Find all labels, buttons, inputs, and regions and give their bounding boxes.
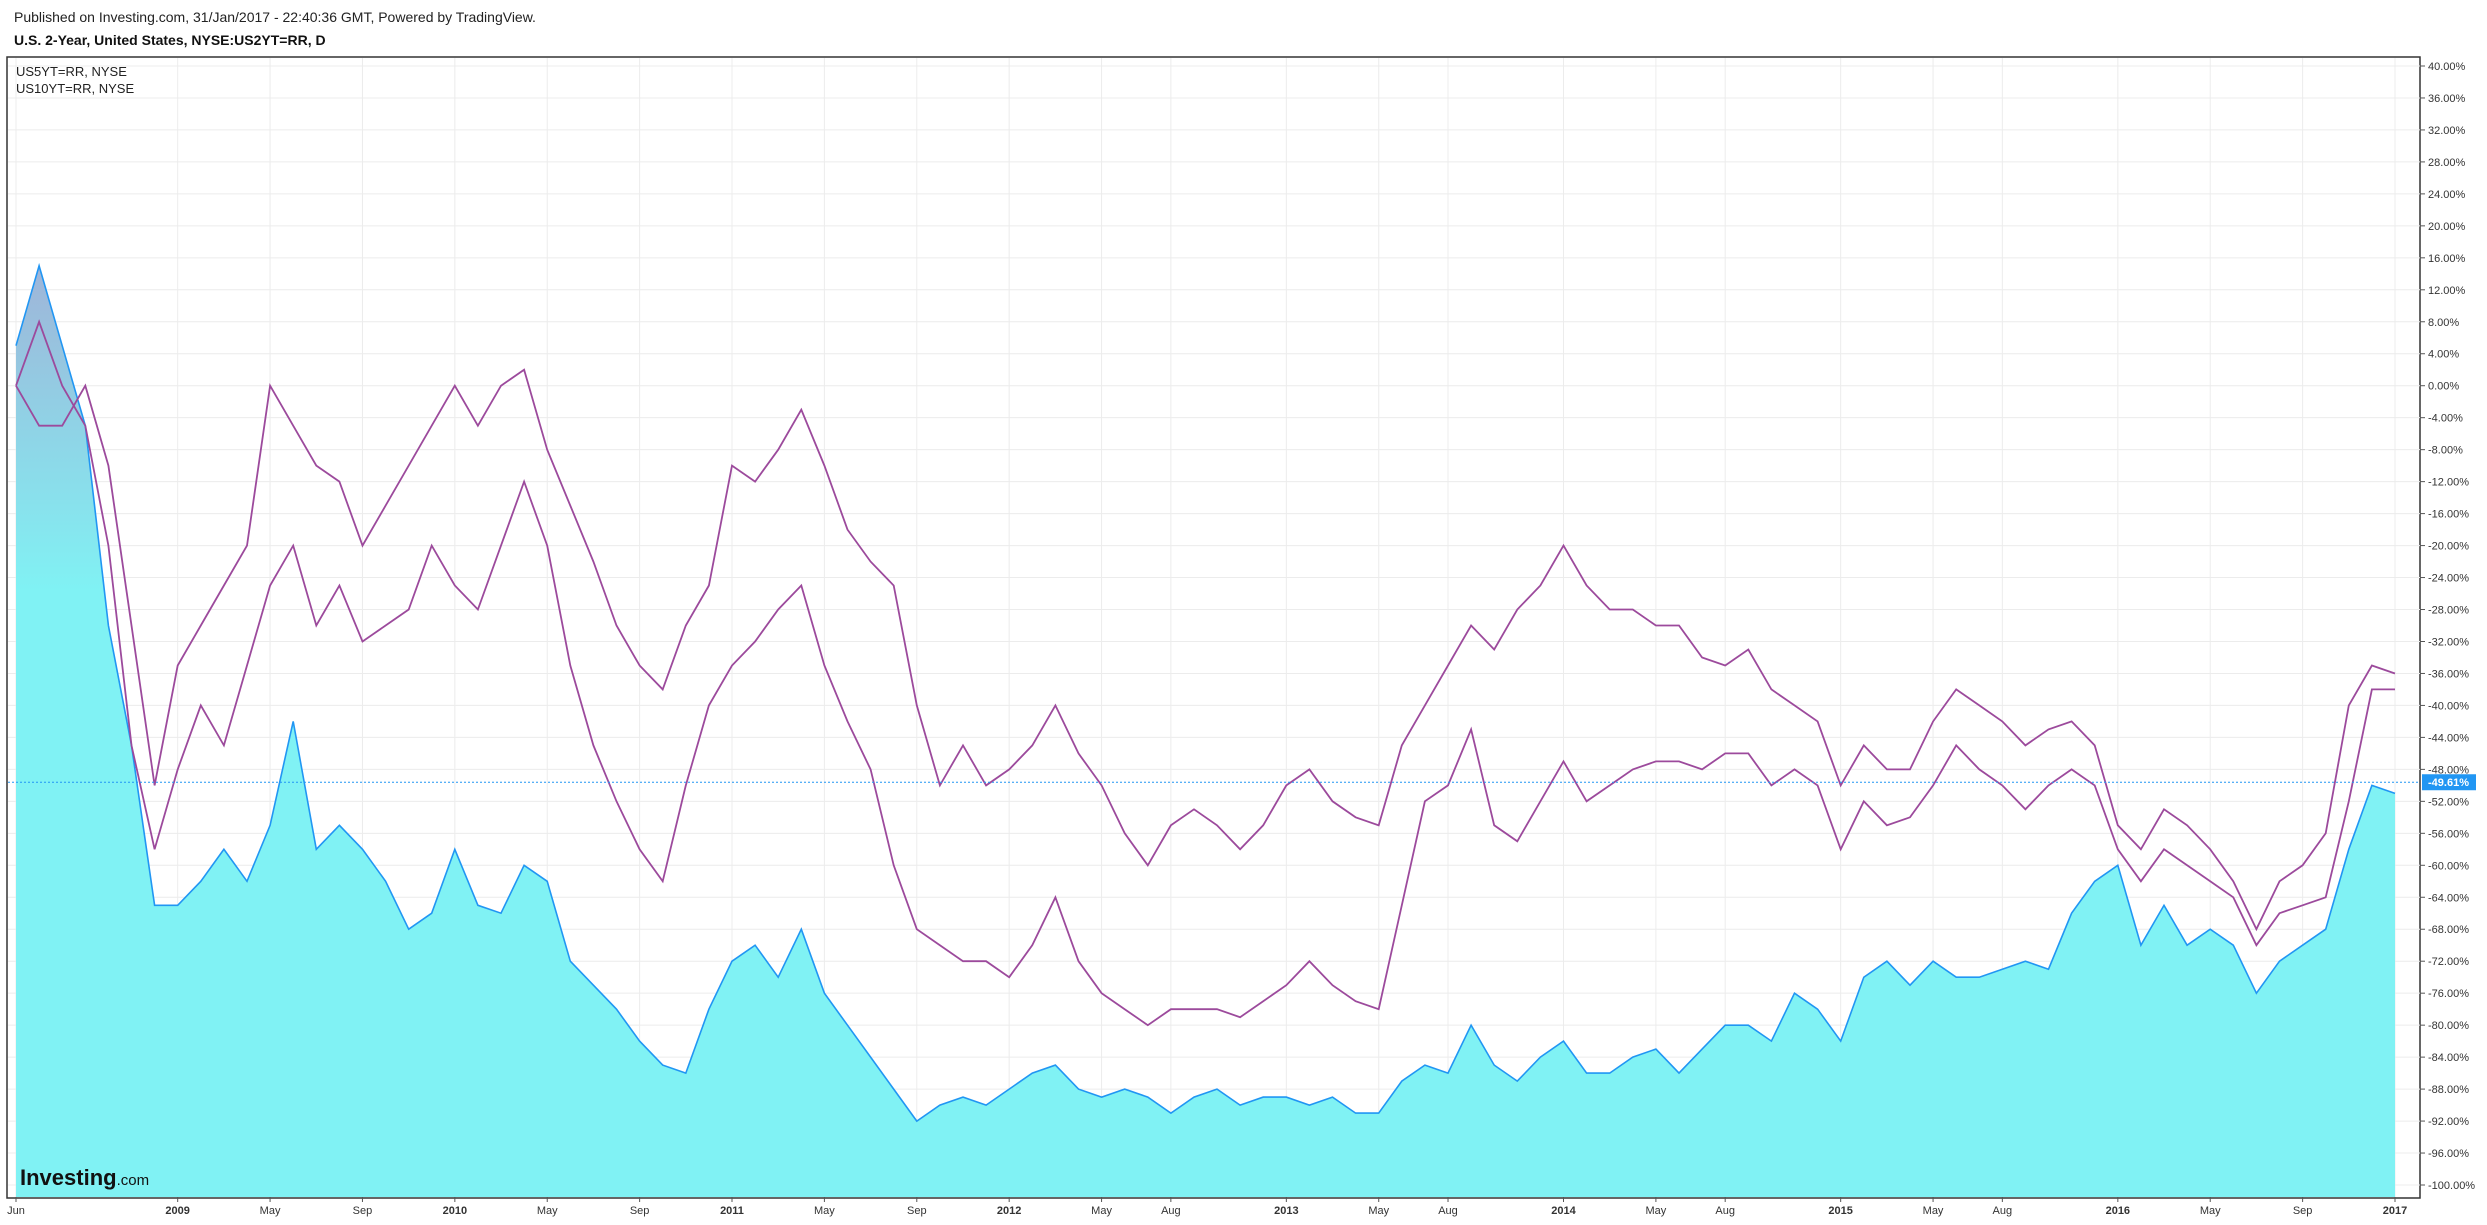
x-tick-label: Aug bbox=[1438, 1205, 1458, 1217]
y-tick-label: -12.00% bbox=[2428, 477, 2469, 489]
y-tick-label: 20.00% bbox=[2428, 221, 2466, 233]
y-tick-label: 8.00% bbox=[2428, 317, 2459, 329]
series-line bbox=[15, 368, 2396, 932]
x-tick-label: May bbox=[2200, 1205, 2221, 1217]
x-tick-label: 2011 bbox=[720, 1205, 744, 1217]
x-tick-label: May bbox=[260, 1205, 281, 1217]
x-tick-label: Jun bbox=[7, 1205, 25, 1217]
y-tick-label: -84.00% bbox=[2428, 1052, 2469, 1064]
y-tick-label: -76.00% bbox=[2428, 988, 2469, 1000]
y-tick-label: 32.00% bbox=[2428, 125, 2466, 137]
x-tick-label: May bbox=[1646, 1205, 1667, 1217]
y-tick-label: -64.00% bbox=[2428, 892, 2469, 904]
y-tick-label: -44.00% bbox=[2428, 732, 2469, 744]
y-tick-label: -72.00% bbox=[2428, 956, 2469, 968]
symbol-title: U.S. 2-Year, United States, NYSE:US2YT=R… bbox=[14, 32, 326, 48]
x-tick-label: Aug bbox=[1715, 1205, 1735, 1217]
brand-logo: Investing.com bbox=[20, 1165, 149, 1190]
x-tick-label: May bbox=[537, 1205, 558, 1217]
y-tick-label: -96.00% bbox=[2428, 1148, 2469, 1160]
current-value-label: -49.61% bbox=[2428, 777, 2469, 789]
y-tick-label: -20.00% bbox=[2428, 541, 2469, 553]
y-tick-label: 24.00% bbox=[2428, 189, 2466, 201]
x-tick-label: Sep bbox=[353, 1205, 373, 1217]
brand-suffix: .com bbox=[117, 1172, 150, 1189]
series-line bbox=[15, 319, 2395, 1027]
x-tick-label: May bbox=[1368, 1205, 1389, 1217]
x-tick-label: 2015 bbox=[1828, 1205, 1852, 1217]
y-tick-label: -16.00% bbox=[2428, 509, 2469, 521]
y-tick-label: -40.00% bbox=[2428, 700, 2469, 712]
y-tick-label: -100.00% bbox=[2428, 1180, 2475, 1192]
y-tick-label: -48.00% bbox=[2428, 764, 2469, 776]
y-tick-label: -8.00% bbox=[2428, 445, 2463, 457]
x-tick-label: 2012 bbox=[997, 1205, 1021, 1217]
x-tick-label: Aug bbox=[1993, 1205, 2013, 1217]
x-tick-label: 2017 bbox=[2383, 1205, 2407, 1217]
y-tick-label: 40.00% bbox=[2428, 61, 2466, 73]
y-tick-label: -36.00% bbox=[2428, 668, 2469, 680]
x-tick-label: Aug bbox=[1161, 1205, 1181, 1217]
x-tick-label: May bbox=[814, 1205, 835, 1217]
y-tick-label: 4.00% bbox=[2428, 349, 2459, 361]
y-tick-label: -80.00% bbox=[2428, 1020, 2469, 1032]
x-tick-label: May bbox=[1091, 1205, 1112, 1217]
y-tick-label: -56.00% bbox=[2428, 828, 2469, 840]
axes: 40.00% 36.00% 32.00% 28.00% 24.00% 20.00% 16.0… bbox=[7, 61, 2476, 1217]
y-tick-label: 12.00% bbox=[2428, 285, 2466, 297]
y-tick-label: -32.00% bbox=[2428, 636, 2469, 648]
legend-entry: US5YT=RR, NYSE bbox=[16, 64, 127, 79]
x-tick-label: Sep bbox=[2293, 1205, 2313, 1217]
brand-name: Investing bbox=[20, 1165, 117, 1190]
legend-entry: US10YT=RR, NYSE bbox=[16, 81, 134, 96]
y-tick-label: 36.00% bbox=[2428, 93, 2466, 105]
published-note: Published on Investing.com, 31/Jan/2017 … bbox=[14, 9, 536, 25]
y-tick-label: -28.00% bbox=[2428, 605, 2469, 617]
x-tick-label: 2010 bbox=[443, 1205, 467, 1217]
current-value-badge bbox=[2422, 774, 2476, 791]
y-tick-label: -4.00% bbox=[2428, 413, 2463, 425]
x-tick-label: 2014 bbox=[1551, 1205, 1576, 1217]
marks bbox=[8, 262, 2420, 1197]
plot-frame bbox=[6, 56, 2421, 1199]
x-tick-label: 2013 bbox=[1274, 1205, 1298, 1217]
y-tick-label: 0.00% bbox=[2428, 381, 2459, 393]
y-tick-label: -68.00% bbox=[2428, 924, 2469, 936]
x-tick-label: Sep bbox=[907, 1205, 927, 1217]
y-tick-label: 16.00% bbox=[2428, 253, 2466, 265]
y-tick-label: -92.00% bbox=[2428, 1116, 2469, 1128]
area-fill bbox=[16, 265, 2395, 1197]
x-tick-label: Sep bbox=[630, 1205, 650, 1217]
y-tick-label: -52.00% bbox=[2428, 796, 2469, 808]
x-tick-label: May bbox=[1923, 1205, 1944, 1217]
y-tick-label: -88.00% bbox=[2428, 1084, 2469, 1096]
x-tick-label: 2009 bbox=[165, 1205, 189, 1217]
x-tick-label: 2016 bbox=[2106, 1205, 2130, 1217]
area-line bbox=[15, 262, 2396, 1123]
y-tick-label: 28.00% bbox=[2428, 157, 2466, 169]
y-tick-label: -24.00% bbox=[2428, 573, 2469, 585]
y-tick-label: -60.00% bbox=[2428, 860, 2469, 872]
